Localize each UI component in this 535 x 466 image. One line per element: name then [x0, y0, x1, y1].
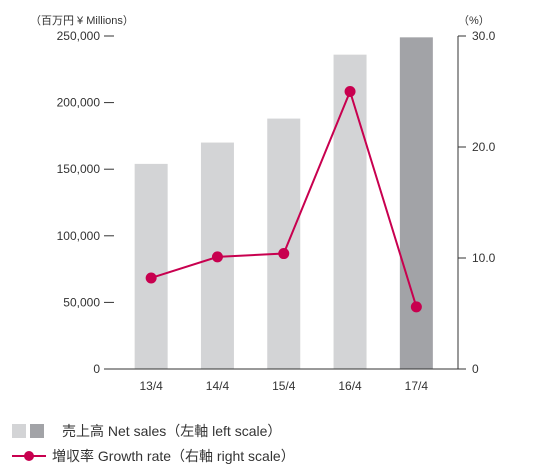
combo-chart: （百万円 ¥ Millions） （%） 0 50,000 100,000 150,0… [30, 14, 496, 393]
left-tick-label: 250,000 [57, 29, 101, 43]
right-tick-label: 20.0 [472, 140, 496, 154]
right-tick-label: 30.0 [472, 29, 496, 43]
legend-swatch-line [12, 449, 46, 463]
bar-16/4 [333, 54, 367, 369]
growth-point-13/4 [145, 272, 157, 284]
growth-point-15/4 [278, 248, 290, 260]
category-label: 17/4 [405, 379, 429, 393]
growth-point-17/4 [410, 301, 422, 313]
growth-point-16/4 [344, 86, 356, 97]
left-tick-label: 50,000 [63, 295, 100, 309]
bar-13/4 [134, 163, 168, 369]
left-tick-label: 0 [93, 362, 100, 376]
right-tick-label: 0 [472, 362, 479, 376]
legend-swatch-bar [12, 424, 26, 438]
category-label: 13/4 [139, 379, 163, 393]
category-label: 16/4 [338, 379, 362, 393]
left-tick-label: 200,000 [57, 96, 101, 110]
category-label: 15/4 [272, 379, 296, 393]
bars-group [134, 37, 433, 369]
legend-label-growth-rate: 増収率 Growth rate（右軸 right scale） [52, 448, 295, 464]
growth-point-14/4 [211, 251, 223, 263]
category-label: 14/4 [206, 379, 230, 393]
left-tick-label: 100,000 [57, 229, 101, 243]
left-axis-unit: （百万円 ¥ Millions） [30, 14, 134, 27]
axes-group: 0 50,000 100,000 150,000 200,000 250,000 0 10.0… [57, 29, 496, 393]
bar-15/4 [267, 118, 301, 369]
growth-line-group [145, 86, 422, 313]
legend-growth-rate: 増収率 Growth rate（右軸 right scale） [12, 446, 295, 466]
right-axis-unit: （%） [458, 14, 490, 27]
legend-net-sales: 売上高 Net sales（左軸 left scale） [12, 421, 281, 441]
legend-label-net-sales: 売上高 Net sales（左軸 left scale） [62, 423, 282, 439]
legend-swatch-bar-highlight [30, 424, 44, 438]
bar-17/4 [399, 37, 433, 369]
left-tick-label: 150,000 [57, 162, 101, 176]
right-tick-label: 10.0 [472, 251, 496, 265]
